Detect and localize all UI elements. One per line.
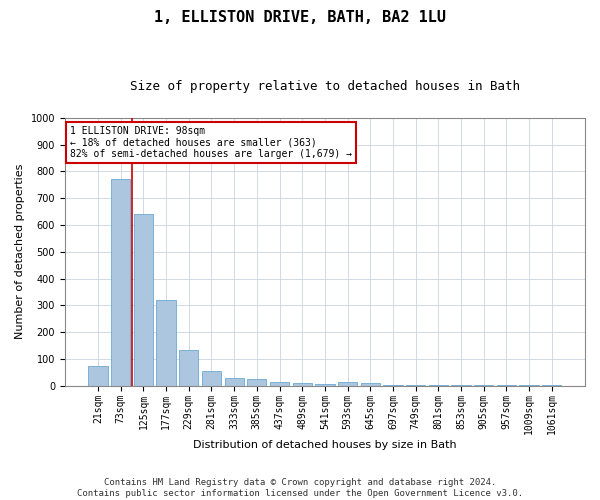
Bar <box>315 384 335 386</box>
Bar <box>134 214 153 386</box>
Text: 1 ELLISTON DRIVE: 98sqm
← 18% of detached houses are smaller (363)
82% of semi-d: 1 ELLISTON DRIVE: 98sqm ← 18% of detache… <box>70 126 352 159</box>
Y-axis label: Number of detached properties: Number of detached properties <box>15 164 25 340</box>
Bar <box>202 371 221 386</box>
Bar <box>247 379 266 386</box>
Text: 1, ELLISTON DRIVE, BATH, BA2 1LU: 1, ELLISTON DRIVE, BATH, BA2 1LU <box>154 10 446 25</box>
Text: Contains HM Land Registry data © Crown copyright and database right 2024.
Contai: Contains HM Land Registry data © Crown c… <box>77 478 523 498</box>
Bar <box>111 180 130 386</box>
Bar <box>361 383 380 386</box>
Title: Size of property relative to detached houses in Bath: Size of property relative to detached ho… <box>130 80 520 93</box>
Bar <box>428 385 448 386</box>
X-axis label: Distribution of detached houses by size in Bath: Distribution of detached houses by size … <box>193 440 457 450</box>
Bar <box>224 378 244 386</box>
Bar <box>383 385 403 386</box>
Bar <box>293 383 312 386</box>
Bar <box>338 382 357 386</box>
Bar <box>88 366 108 386</box>
Bar <box>270 382 289 386</box>
Bar <box>406 385 425 386</box>
Bar <box>157 300 176 386</box>
Bar <box>179 350 199 386</box>
